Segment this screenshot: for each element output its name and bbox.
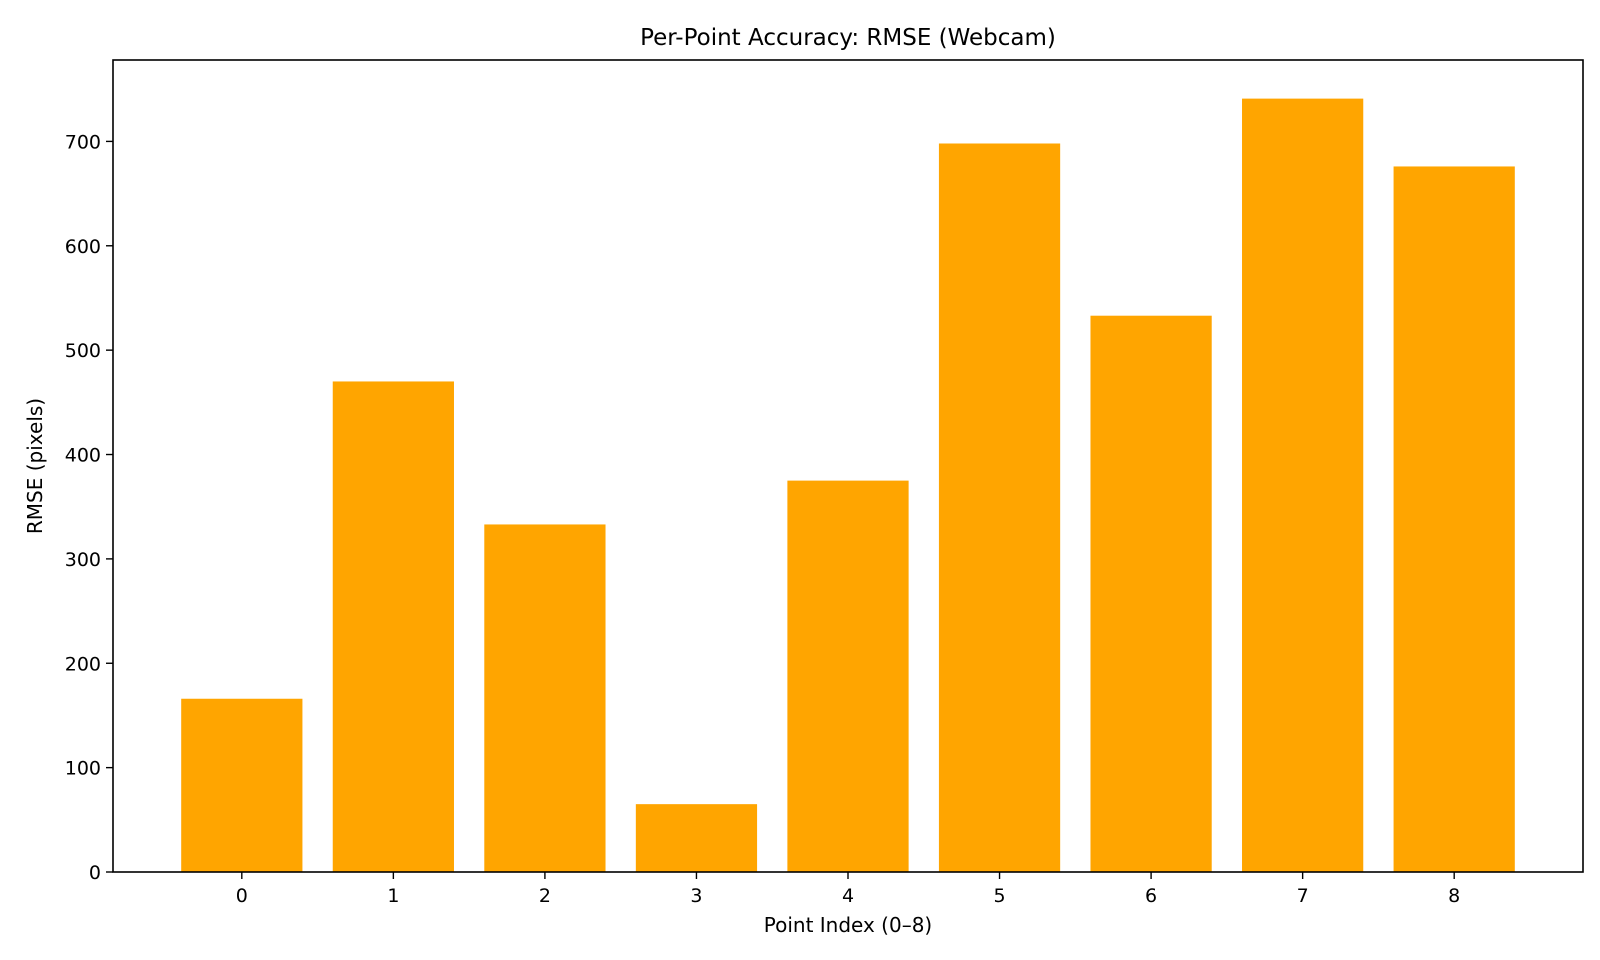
y-tick-label: 700 xyxy=(65,131,101,153)
y-tick-label: 400 xyxy=(65,445,101,467)
x-tick-label: 3 xyxy=(690,885,702,907)
x-tick-label: 8 xyxy=(1448,885,1460,907)
bar-point-8 xyxy=(1393,166,1515,872)
y-tick-label: 0 xyxy=(89,862,101,884)
x-tick-label: 1 xyxy=(387,885,399,907)
x-tick-label: 5 xyxy=(993,885,1005,907)
x-tick-label: 6 xyxy=(1145,885,1157,907)
y-tick-label: 200 xyxy=(65,653,101,675)
y-tick-label: 100 xyxy=(65,758,101,780)
x-axis-label: Point Index (0–8) xyxy=(764,913,933,937)
bar-point-0 xyxy=(181,698,303,872)
chart-title: Per-Point Accuracy: RMSE (Webcam) xyxy=(640,25,1056,51)
bar-point-6 xyxy=(1090,315,1212,873)
bar-point-7 xyxy=(1242,98,1364,873)
bars-layer xyxy=(181,98,1515,873)
x-tick-label: 7 xyxy=(1297,885,1309,907)
y-axis-ticks: 0 100 200 300 400 500 600 700 xyxy=(65,131,113,884)
bar-point-2 xyxy=(484,524,606,872)
y-tick-label: 600 xyxy=(65,236,101,258)
bar-point-5 xyxy=(938,143,1061,872)
bar-point-1 xyxy=(332,381,454,872)
y-tick-label: 500 xyxy=(65,340,101,362)
bar-point-4 xyxy=(787,480,909,872)
x-tick-label: 2 xyxy=(539,885,551,907)
x-axis-ticks: 0 1 2 3 4 5 6 7 8 xyxy=(236,872,1460,907)
x-tick-label: 4 xyxy=(842,885,854,907)
x-tick-label: 0 xyxy=(236,885,248,907)
bar-point-3 xyxy=(635,804,758,872)
y-axis-label: RMSE (pixels) xyxy=(23,398,47,534)
y-tick-label: 300 xyxy=(65,549,101,571)
